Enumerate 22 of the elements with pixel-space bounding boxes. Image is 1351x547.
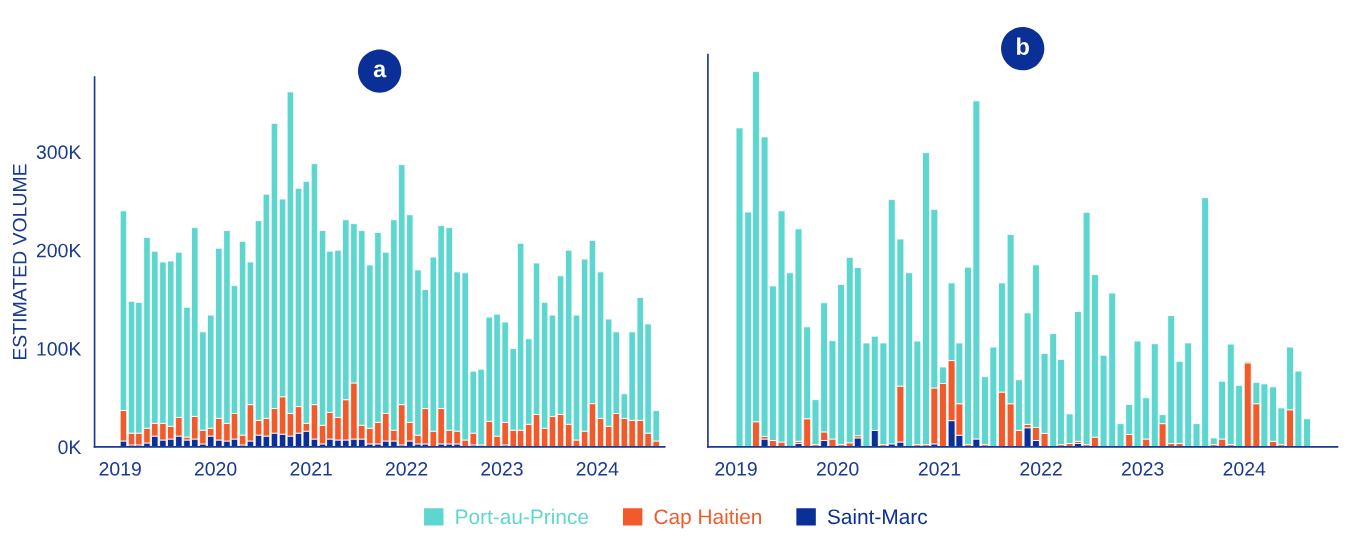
y-tick-label: 100K	[37, 342, 82, 356]
x-tick-label: 2020	[816, 462, 859, 476]
x-tick-label: 2024	[1223, 462, 1266, 476]
y-tick-label: 200K	[36, 243, 82, 258]
x-tick-label: 2021	[918, 462, 961, 476]
x-tick-label: 2024	[576, 462, 619, 476]
legend-label: Cap Haitien	[654, 508, 761, 529]
y-tick-label: 300K	[36, 145, 82, 160]
y-axis-title: ESTIMATED VOLUME	[12, 164, 27, 360]
x-tick-label: 2021	[290, 462, 332, 476]
legend-label: Port-au-Prince	[456, 508, 588, 525]
x-tick-label: 2019	[99, 462, 141, 476]
x-tick-label: 2023	[1122, 462, 1164, 476]
legend-label: Saint-Marc	[827, 508, 928, 525]
chart-title: a	[373, 64, 387, 78]
x-tick-label: 2022	[385, 462, 428, 476]
x-tick-label: 2019	[715, 462, 757, 476]
x-tick-label: 2020	[194, 462, 237, 476]
chart-title: b	[1017, 37, 1029, 55]
x-tick-label: 2023	[481, 462, 523, 476]
x-tick-label: 2022	[1020, 462, 1062, 476]
y-tick-label: 0K	[58, 440, 82, 455]
